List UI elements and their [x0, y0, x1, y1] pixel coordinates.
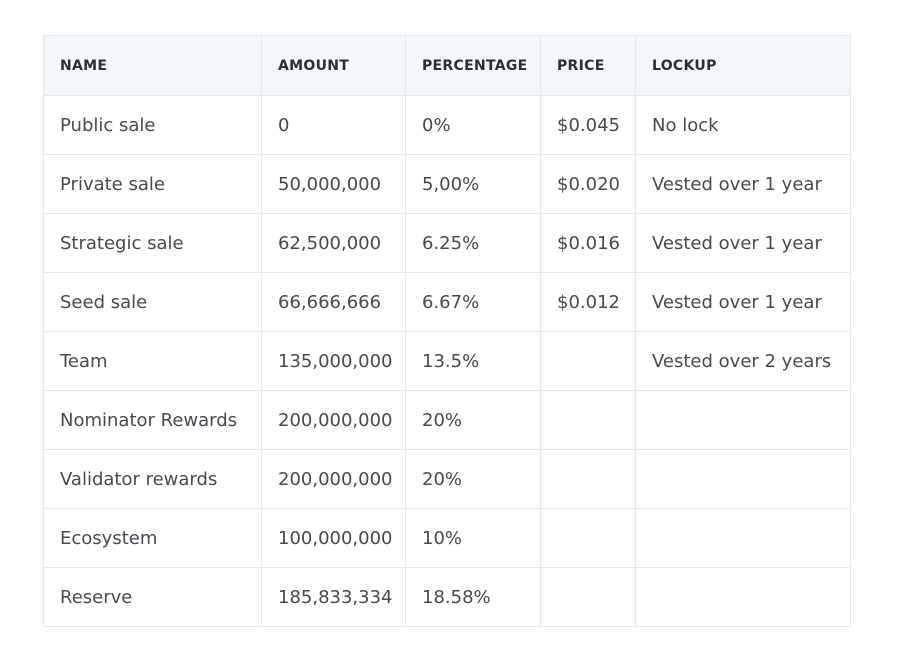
cell-amount: 62,500,000: [261, 213, 406, 273]
header-row: NAME AMOUNT PERCENTAGE PRICE LOCKUP: [43, 35, 851, 96]
header-percentage: PERCENTAGE: [405, 35, 541, 96]
cell-price: $0.016: [540, 213, 636, 273]
cell-percentage: 10%: [405, 508, 541, 568]
token-allocation-table-wrapper: NAME AMOUNT PERCENTAGE PRICE LOCKUP Publ…: [43, 35, 851, 627]
cell-price: $0.012: [540, 272, 636, 332]
cell-lockup: Vested over 1 year: [635, 272, 851, 332]
cell-price: $0.045: [540, 95, 636, 155]
cell-amount: 135,000,000: [261, 331, 406, 391]
cell-price: [540, 449, 636, 509]
table-row: Seed sale 66,666,666 6.67% $0.012 Vested…: [43, 272, 851, 332]
table-row: Reserve 185,833,334 18.58%: [43, 567, 851, 627]
cell-name: Nominator Rewards: [43, 390, 262, 450]
cell-name: Private sale: [43, 154, 262, 214]
table-row: Ecosystem 100,000,000 10%: [43, 508, 851, 568]
table-row: Team 135,000,000 13.5% Vested over 2 yea…: [43, 331, 851, 391]
cell-lockup: No lock: [635, 95, 851, 155]
cell-amount: 185,833,334: [261, 567, 406, 627]
cell-percentage: 6.25%: [405, 213, 541, 273]
cell-amount: 200,000,000: [261, 449, 406, 509]
cell-lockup: [635, 567, 851, 627]
cell-amount: 50,000,000: [261, 154, 406, 214]
cell-name: Team: [43, 331, 262, 391]
table-row: Nominator Rewards 200,000,000 20%: [43, 390, 851, 450]
cell-percentage: 20%: [405, 390, 541, 450]
cell-name: Reserve: [43, 567, 262, 627]
cell-amount: 200,000,000: [261, 390, 406, 450]
header-lockup: LOCKUP: [635, 35, 851, 96]
cell-name: Validator rewards: [43, 449, 262, 509]
table-row: Strategic sale 62,500,000 6.25% $0.016 V…: [43, 213, 851, 273]
header-amount: AMOUNT: [261, 35, 406, 96]
table-body: Public sale 0 0% $0.045 No lock Private …: [43, 95, 851, 627]
cell-price: [540, 331, 636, 391]
header-price: PRICE: [540, 35, 636, 96]
cell-name: Public sale: [43, 95, 262, 155]
cell-percentage: 13.5%: [405, 331, 541, 391]
cell-percentage: 20%: [405, 449, 541, 509]
cell-amount: 0: [261, 95, 406, 155]
table-row: Private sale 50,000,000 5,00% $0.020 Ves…: [43, 154, 851, 214]
token-allocation-table: NAME AMOUNT PERCENTAGE PRICE LOCKUP Publ…: [43, 35, 851, 627]
cell-amount: 100,000,000: [261, 508, 406, 568]
table-row: Validator rewards 200,000,000 20%: [43, 449, 851, 509]
cell-name: Seed sale: [43, 272, 262, 332]
cell-amount: 66,666,666: [261, 272, 406, 332]
cell-name: Strategic sale: [43, 213, 262, 273]
table-row: Public sale 0 0% $0.045 No lock: [43, 95, 851, 155]
cell-percentage: 5,00%: [405, 154, 541, 214]
cell-percentage: 0%: [405, 95, 541, 155]
cell-lockup: [635, 390, 851, 450]
cell-price: [540, 567, 636, 627]
cell-price: [540, 390, 636, 450]
cell-price: [540, 508, 636, 568]
header-name: NAME: [43, 35, 262, 96]
cell-lockup: Vested over 1 year: [635, 213, 851, 273]
cell-name: Ecosystem: [43, 508, 262, 568]
cell-price: $0.020: [540, 154, 636, 214]
cell-lockup: Vested over 2 years: [635, 331, 851, 391]
table-header: NAME AMOUNT PERCENTAGE PRICE LOCKUP: [43, 35, 851, 96]
cell-lockup: [635, 508, 851, 568]
cell-lockup: [635, 449, 851, 509]
cell-percentage: 18.58%: [405, 567, 541, 627]
cell-percentage: 6.67%: [405, 272, 541, 332]
cell-lockup: Vested over 1 year: [635, 154, 851, 214]
